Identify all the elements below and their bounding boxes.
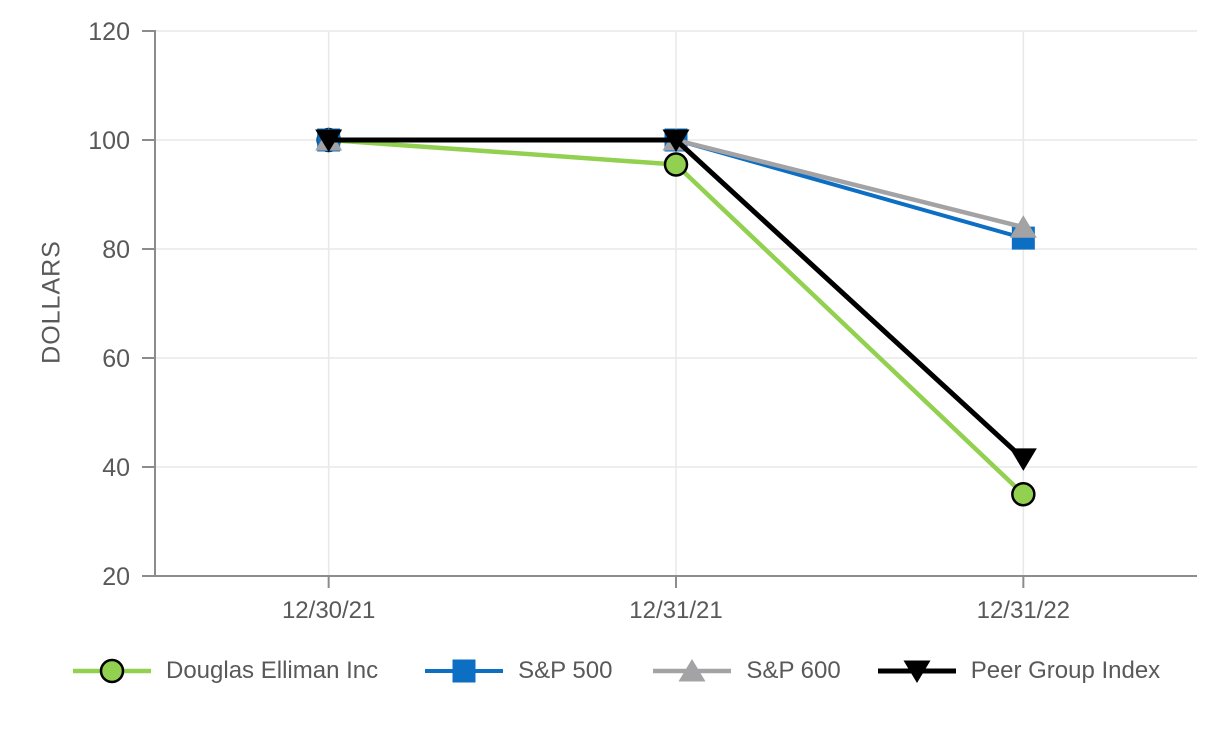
square-marker — [452, 659, 476, 683]
performance-line-chart: 120 100 80 60 40 20 12/30/21 12/31/21 12/31/22 — [88, 18, 1197, 624]
y-tick-label: 80 — [102, 236, 130, 264]
y-tick-label: 100 — [88, 127, 130, 155]
triangle-down-marker — [315, 129, 343, 152]
triangle-down-marker — [1009, 448, 1037, 471]
y-tick-label: 40 — [102, 454, 130, 482]
triangle-down-marker — [662, 129, 690, 152]
series-peer-group-index — [315, 129, 1037, 471]
y-tick-label: 60 — [102, 345, 130, 373]
triangle-up-marker — [1009, 215, 1037, 238]
axis-labels: 120 100 80 60 40 20 12/30/21 12/31/21 12/31/22 — [88, 18, 1070, 624]
series-lines — [315, 127, 1037, 507]
legend-item-sp-500: S&P 500 — [424, 654, 612, 688]
legend-item-sp-600: S&P 600 — [652, 654, 841, 688]
legend-item-douglas-elliman-inc: Douglas Elliman Inc — [72, 654, 378, 688]
axes — [142, 30, 1197, 588]
legend-label: S&P 500 — [518, 657, 613, 684]
triangle-down-marker-icon — [877, 654, 957, 688]
gridlines — [155, 30, 1197, 576]
x-tick-label: 12/31/21 — [629, 597, 722, 624]
y-tick-label: 120 — [88, 18, 130, 46]
circle-marker — [663, 152, 689, 177]
circle-marker — [99, 658, 125, 684]
circle-marker-icon — [72, 654, 152, 688]
x-tick-label: 12/31/22 — [977, 597, 1070, 624]
legend-item-peer-group-index: Peer Group Index — [877, 654, 1160, 688]
square-marker-icon — [424, 654, 504, 688]
triangle-up-marker-icon — [652, 654, 732, 688]
y-tick-label: 20 — [102, 563, 130, 591]
x-tick-label: 12/30/21 — [282, 597, 375, 624]
triangle-up-marker — [678, 659, 706, 682]
circle-marker — [1011, 482, 1036, 507]
legend-label: Peer Group Index — [970, 657, 1161, 684]
legend-label: S&P 600 — [746, 657, 841, 684]
y-axis-title: DOLLARS — [37, 240, 66, 364]
chart-legend: Douglas Elliman Inc S&P 500 S&P 600 Peer… — [72, 654, 1160, 688]
legend-label: Douglas Elliman Inc — [166, 657, 379, 684]
triangle-down-marker — [903, 660, 931, 683]
